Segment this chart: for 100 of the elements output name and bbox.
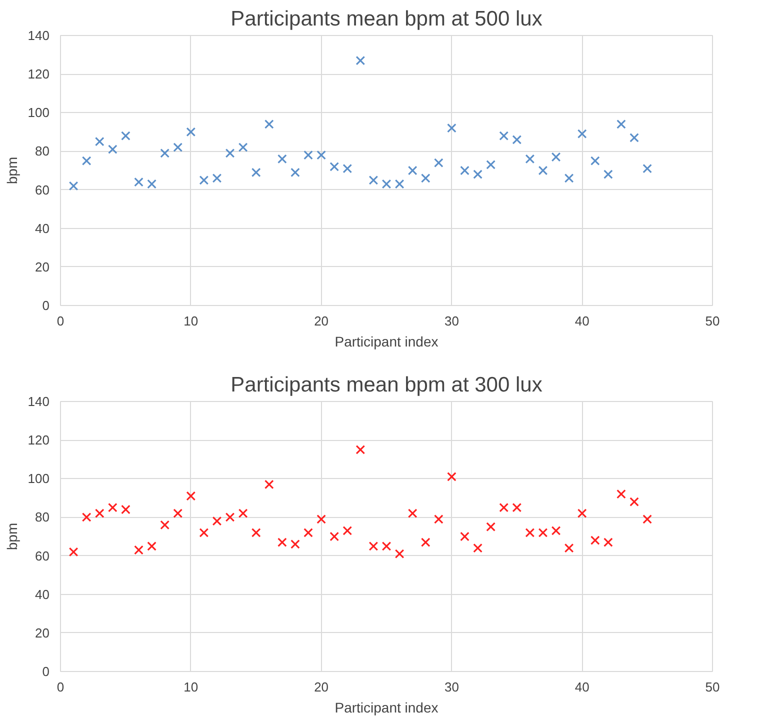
point xyxy=(512,502,522,512)
point xyxy=(173,508,183,518)
x-tick-label: 50 xyxy=(705,680,720,694)
point xyxy=(382,179,392,189)
point xyxy=(304,528,313,538)
point xyxy=(434,158,444,168)
point xyxy=(108,502,118,512)
point xyxy=(590,536,600,546)
point xyxy=(603,170,613,180)
x-tick-label: 20 xyxy=(314,680,329,694)
point xyxy=(577,129,587,139)
point xyxy=(147,179,156,189)
point xyxy=(577,508,587,518)
x-tick-label: 10 xyxy=(184,314,198,328)
point xyxy=(512,134,522,144)
point xyxy=(408,508,418,518)
point xyxy=(160,148,170,158)
point xyxy=(290,540,300,549)
point xyxy=(460,166,470,176)
point xyxy=(212,516,222,526)
point xyxy=(134,177,144,187)
point xyxy=(486,522,496,532)
point xyxy=(225,512,235,522)
point xyxy=(330,532,340,542)
y-tick-label: 80 xyxy=(35,510,50,525)
point xyxy=(642,514,652,524)
point xyxy=(473,170,482,180)
chart-title: Participants mean bpm at 500 lux xyxy=(230,8,543,30)
point xyxy=(420,174,430,183)
point xyxy=(94,136,104,146)
point xyxy=(251,168,261,178)
point xyxy=(342,164,352,174)
point xyxy=(460,532,470,542)
x-tick-label: 40 xyxy=(574,314,590,328)
x-tick-label: 0 xyxy=(56,314,64,328)
y-tick-label: 40 xyxy=(35,586,50,602)
chart-title: Participants mean bpm at 300 lux xyxy=(230,374,543,396)
point xyxy=(94,508,104,518)
point xyxy=(525,528,535,538)
point xyxy=(238,508,248,518)
y-tick-label: 0 xyxy=(42,664,50,679)
point xyxy=(290,168,300,178)
x-tick-label: 20 xyxy=(314,314,329,328)
point xyxy=(121,131,130,140)
y-tick-label: 100 xyxy=(28,471,50,486)
point xyxy=(108,144,118,154)
point xyxy=(68,547,78,557)
point xyxy=(173,142,183,152)
point xyxy=(394,549,404,559)
x-tick-label: 40 xyxy=(574,680,590,694)
y-tick-label: 20 xyxy=(35,259,50,274)
x-tick-label: 10 xyxy=(184,680,198,694)
y-tick-label: 100 xyxy=(28,105,50,120)
point xyxy=(264,120,274,129)
point xyxy=(199,528,209,538)
point xyxy=(486,160,496,170)
point xyxy=(342,526,352,536)
y-tick-label: 80 xyxy=(35,144,50,159)
point xyxy=(304,150,313,160)
point xyxy=(447,123,456,133)
y-axis-title: bpm xyxy=(4,522,20,550)
y-tick-label: 20 xyxy=(35,625,50,640)
point xyxy=(420,538,430,547)
point xyxy=(564,543,574,553)
point xyxy=(551,526,561,536)
point xyxy=(642,164,652,174)
point xyxy=(499,131,509,140)
point xyxy=(316,150,326,160)
x-tick-label: 30 xyxy=(444,680,459,694)
y-tick-label: 120 xyxy=(28,66,50,82)
y-tick-label: 60 xyxy=(35,182,50,198)
point xyxy=(277,538,287,547)
point xyxy=(186,491,196,501)
point xyxy=(356,445,366,454)
point xyxy=(186,127,196,137)
y-tick-label: 60 xyxy=(35,548,50,564)
point xyxy=(499,502,509,512)
y-tick-label: 140 xyxy=(28,394,50,409)
point xyxy=(264,480,274,490)
point xyxy=(447,472,456,482)
point xyxy=(121,504,130,514)
point xyxy=(630,133,639,142)
point xyxy=(603,538,613,547)
point xyxy=(630,497,639,506)
point xyxy=(538,166,548,176)
x-axis-title: Participant index xyxy=(334,700,438,716)
point xyxy=(368,175,378,185)
y-tick-label: 120 xyxy=(28,432,50,448)
point xyxy=(330,162,340,172)
point xyxy=(82,156,92,166)
point xyxy=(473,543,482,553)
point xyxy=(564,174,574,183)
point xyxy=(525,154,535,164)
point xyxy=(538,528,548,538)
point xyxy=(356,56,366,66)
point xyxy=(316,514,326,524)
point xyxy=(408,166,418,176)
y-tick-label: 140 xyxy=(28,28,50,43)
x-axis-title: Participant index xyxy=(334,334,438,350)
point xyxy=(225,148,235,158)
